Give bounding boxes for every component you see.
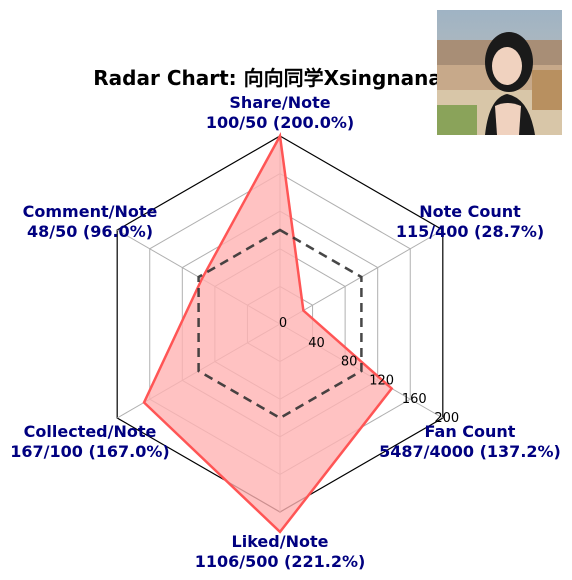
tick-label-0: 0 <box>279 316 287 331</box>
axis-value-comment-note: 48/50 (96.0%) <box>27 222 153 241</box>
axis-label-note-count: Note Count <box>419 202 521 221</box>
axis-value-note-count: 115/400 (28.7%) <box>396 222 544 241</box>
profile-photo-graphic <box>437 10 562 135</box>
axis-value-share-note: 100/50 (200.0%) <box>206 113 354 132</box>
tick-label-80: 80 <box>341 355 358 370</box>
tick-label-160: 160 <box>402 392 427 407</box>
axis-label-liked-note: Liked/Note <box>232 532 329 551</box>
actual-series-polygon <box>142 132 394 534</box>
axis-value-fan-count: 5487/4000 (137.2%) <box>379 442 561 461</box>
profile-photo <box>437 10 562 135</box>
tick-label-120: 120 <box>369 373 394 388</box>
target-series-polygon <box>197 228 363 420</box>
axis-value-collected-note: 167/100 (167.0%) <box>10 442 169 461</box>
axis-label-fan-count: Fan Count <box>425 422 516 441</box>
tick-label-200: 200 <box>434 411 459 426</box>
radial-tick-labels: 0 40 80 120 160 200 <box>279 316 459 426</box>
tick-label-40: 40 <box>308 336 325 351</box>
radar-series <box>142 132 394 534</box>
axis-label-collected-note: Collected/Note <box>24 422 157 441</box>
axis-label-comment-note: Comment/Note <box>23 202 158 221</box>
axis-label-share-note: Share/Note <box>229 93 330 112</box>
chart-title: Radar Chart: 向向同学Xsingnana🌟 <box>93 66 466 90</box>
axis-value-liked-note: 1106/500 (221.2%) <box>195 552 366 571</box>
